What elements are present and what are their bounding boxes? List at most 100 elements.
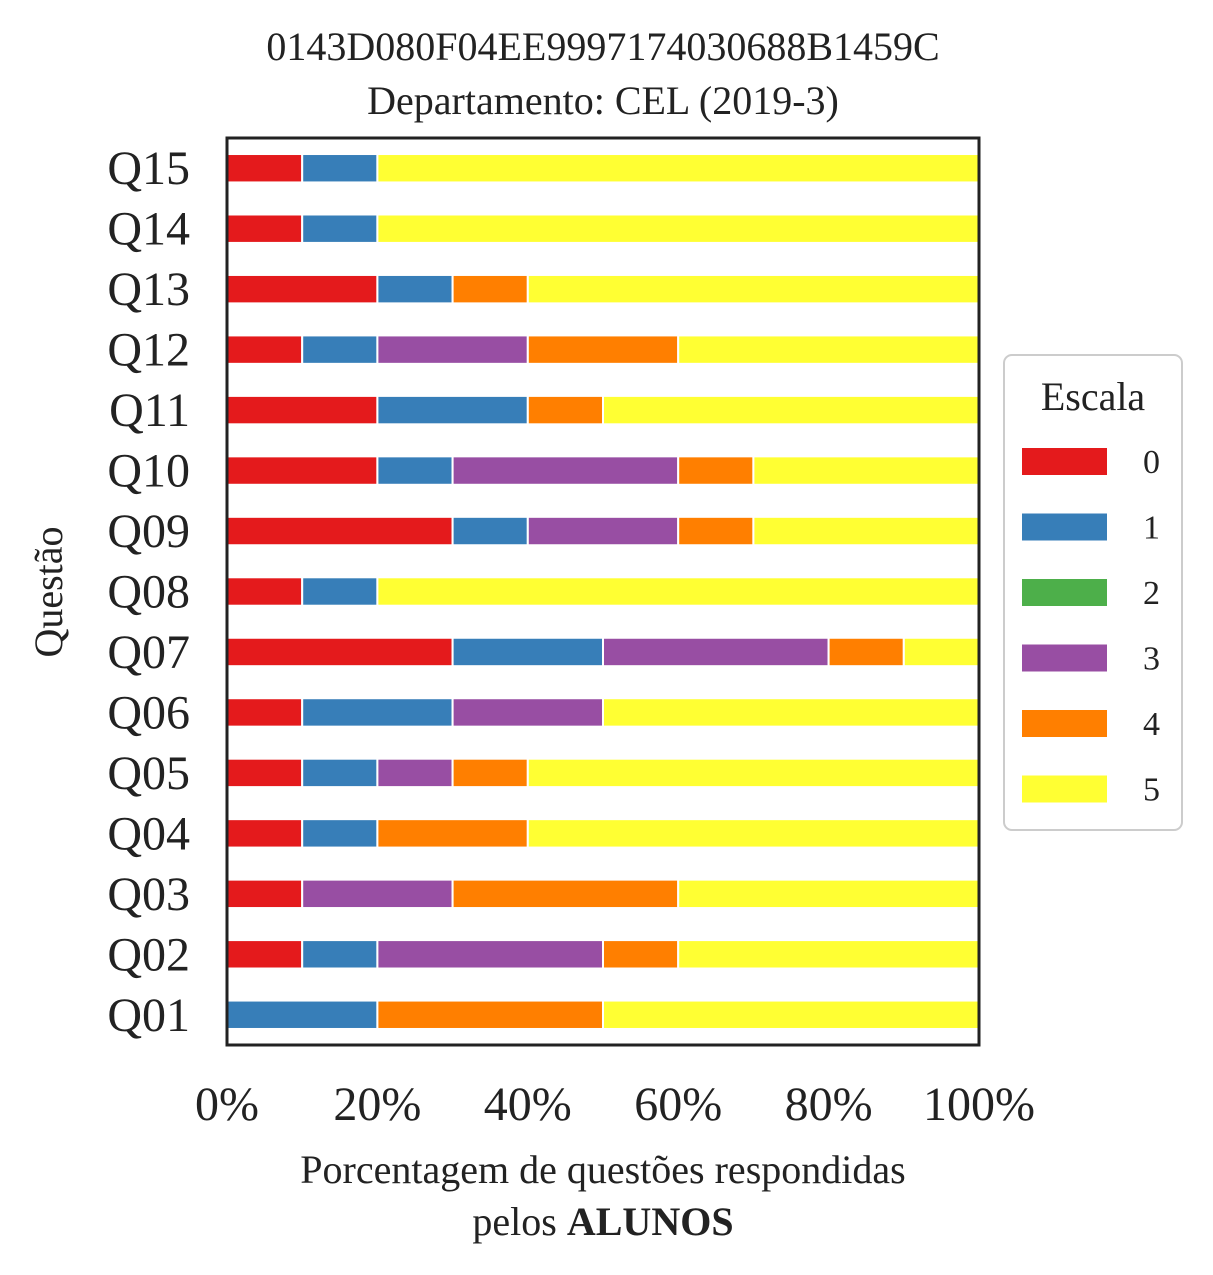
y-tick-label-q07: Q07	[107, 626, 190, 679]
bar-segment-q10-escala-1	[376, 455, 454, 486]
legend-label-0: 0	[1143, 444, 1160, 481]
y-tick-label-q09: Q09	[107, 505, 190, 558]
y-tick-label-q12: Q12	[107, 324, 190, 377]
bar-segment-q06-escala-1	[301, 697, 454, 728]
x-tick-labels: 0% 20% 40% 60% 80% 100%	[195, 1078, 1035, 1131]
x-tick-label-0: 0%	[195, 1078, 259, 1131]
bars-group	[226, 153, 981, 1030]
bar-segment-q02-escala-0	[226, 939, 304, 970]
bar-segment-q08-escala-5	[376, 576, 980, 607]
bar-segment-q10-escala-3	[451, 455, 680, 486]
bar-segment-q05-escala-3	[376, 757, 454, 789]
x-tick-label-5: 100%	[923, 1078, 1035, 1131]
bar-segment-q15-escala-1	[301, 153, 379, 184]
bar-segment-q09-escala-3	[526, 515, 680, 547]
y-tick-label-q15: Q15	[107, 142, 190, 195]
y-tick-label-q10: Q10	[107, 445, 190, 498]
legend-swatch-4	[1022, 710, 1107, 737]
bar-segment-q09-escala-1	[451, 515, 529, 547]
bar-segment-q08-escala-1	[301, 576, 379, 607]
bar-segment-q08-escala-0	[226, 576, 304, 607]
legend-title: Escala	[1041, 374, 1146, 419]
bar-segment-q10-escala-4	[677, 455, 755, 486]
legend-swatch-1	[1022, 513, 1107, 541]
x-tick-label-1: 20%	[333, 1078, 421, 1131]
bar-segment-q06-escala-5	[602, 697, 980, 728]
bar-segment-q12-escala-3	[376, 334, 529, 365]
x-tick-label-2: 40%	[484, 1078, 572, 1131]
bar-segment-q12-escala-1	[301, 334, 379, 365]
bar-segment-q02-escala-1	[301, 939, 379, 970]
bar-segment-q13-escala-0	[226, 273, 379, 305]
bar-segment-q12-escala-0	[226, 334, 304, 365]
bar-segment-q09-escala-4	[677, 515, 755, 547]
bar-segment-q14-escala-0	[226, 213, 304, 244]
bar-segment-q01-escala-4	[376, 999, 604, 1030]
bar-segment-q05-escala-1	[301, 757, 379, 789]
bar-segment-q04-escala-1	[301, 818, 379, 849]
x-axis-label-line2: pelos ALUNOS	[472, 1199, 733, 1244]
bar-segment-q05-escala-0	[226, 757, 304, 789]
bar-segment-q05-escala-5	[526, 757, 980, 789]
bar-segment-q07-escala-1	[451, 636, 604, 668]
bar-segment-q07-escala-4	[827, 636, 905, 668]
bar-segment-q11-escala-0	[226, 394, 379, 426]
bar-segment-q09-escala-0	[226, 515, 454, 547]
bar-segment-q12-escala-5	[677, 334, 980, 365]
bar-segment-q13-escala-5	[526, 273, 980, 305]
x-tick-label-3: 60%	[634, 1078, 722, 1131]
y-tick-label-q04: Q04	[107, 807, 190, 860]
chart-title-line2: Departamento: CEL (2019-3)	[367, 78, 839, 123]
bar-segment-q10-escala-5	[752, 455, 981, 486]
bar-segment-q07-escala-0	[226, 636, 454, 668]
y-tick-label-q06: Q06	[107, 686, 190, 739]
bar-segment-q02-escala-3	[376, 939, 604, 970]
legend-swatch-0	[1022, 448, 1107, 475]
bar-segment-q10-escala-0	[226, 455, 379, 486]
legend-label-1: 1	[1143, 510, 1160, 547]
bar-segment-q13-escala-1	[376, 273, 454, 305]
bar-segment-q04-escala-4	[376, 818, 529, 849]
legend-swatch-5	[1022, 775, 1107, 803]
legend-swatch-3	[1022, 644, 1107, 672]
bar-segment-q11-escala-5	[602, 394, 980, 426]
legend-label-2: 2	[1143, 575, 1160, 612]
bar-segment-q11-escala-4	[526, 394, 604, 426]
y-tick-label-q02: Q02	[107, 928, 190, 981]
legend-swatch-2	[1022, 579, 1107, 606]
x-axis-label-line1: Porcentagem de questões respondidas	[300, 1147, 905, 1192]
bar-segment-q06-escala-0	[226, 697, 304, 728]
y-tick-label-q03: Q03	[107, 868, 190, 921]
x-axis-label-prefix: pelos	[472, 1199, 566, 1244]
y-tick-label-q05: Q05	[107, 747, 190, 800]
bar-segment-q14-escala-5	[376, 213, 980, 244]
bar-segment-q03-escala-0	[226, 878, 304, 910]
bar-segment-q02-escala-4	[602, 939, 680, 970]
plot-frame	[225, 136, 981, 1047]
y-tick-label-q01: Q01	[107, 989, 190, 1042]
x-tick-label-4: 80%	[785, 1078, 873, 1131]
y-tick-label-q08: Q08	[107, 566, 190, 619]
bar-segment-q04-escala-0	[226, 818, 304, 849]
y-tick-label-q13: Q13	[107, 263, 190, 316]
bar-segment-q06-escala-3	[451, 697, 604, 728]
bar-segment-q15-escala-5	[376, 153, 980, 184]
x-axis-label-bold: ALUNOS	[567, 1199, 734, 1244]
bar-segment-q03-escala-3	[301, 878, 454, 910]
y-axis-label: Questão	[26, 526, 71, 657]
bar-segment-q11-escala-1	[376, 394, 529, 426]
bar-segment-q12-escala-4	[526, 334, 680, 365]
bar-segment-q13-escala-4	[451, 273, 529, 305]
chart-title-line1: 0143D080F04EE9997174030688B1459C	[266, 24, 939, 69]
bar-segment-q05-escala-4	[451, 757, 529, 789]
bar-segment-q02-escala-5	[677, 939, 980, 970]
bar-segment-q03-escala-4	[451, 878, 680, 910]
bar-segment-q04-escala-5	[526, 818, 980, 849]
bar-segment-q07-escala-3	[602, 636, 830, 668]
bar-segment-q01-escala-1	[226, 999, 379, 1030]
bar-segment-q07-escala-5	[902, 636, 980, 668]
bar-segment-q15-escala-0	[226, 153, 304, 184]
legend-label-5: 5	[1143, 772, 1160, 809]
legend-label-4: 4	[1143, 706, 1160, 743]
